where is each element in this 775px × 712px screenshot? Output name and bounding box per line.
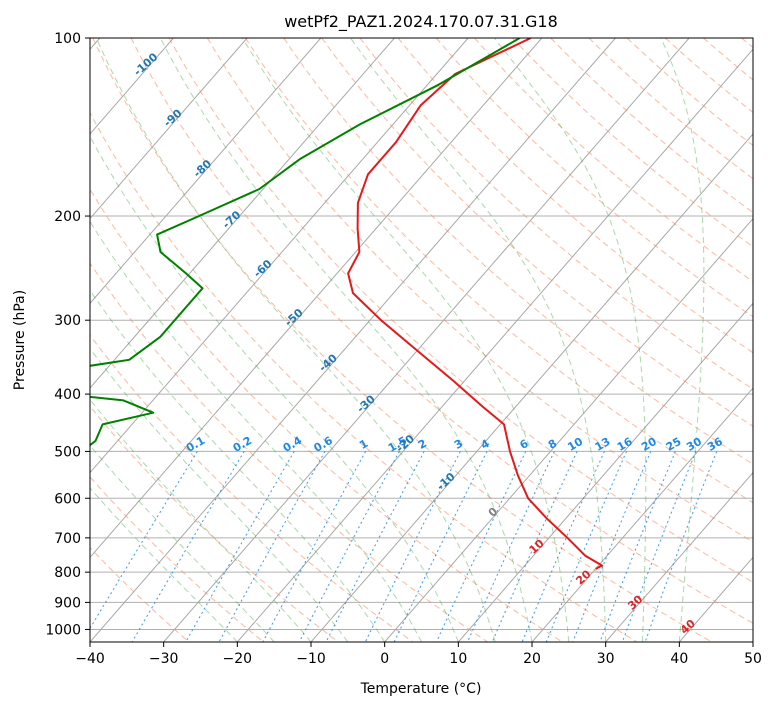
dry-adiabat-line [589,38,775,642]
dry-adiabat-line [742,38,775,642]
mixing-ratio-label: 2 [416,437,429,452]
dry-adiabat-line [93,38,712,642]
isotherm-line [0,38,247,642]
mixing-ratio-line [219,451,325,642]
isotherm-line [753,38,775,642]
moist-adiabat-line [661,38,704,642]
x-tick-label: 20 [523,651,541,667]
mixing-ratio-label: 4 [479,437,492,452]
y-tick-label: 300 [54,313,81,329]
isotherm-label: 10 [527,537,547,557]
y-tick-label: 500 [54,444,81,460]
y-axis-label: Pressure (hPa) [12,290,28,390]
y-tick-label: 700 [54,531,81,547]
x-tick-label: −20 [223,651,253,667]
dry-adiabat-line [360,38,775,642]
y-tick-label: 400 [54,387,81,403]
isotherm-label: -60 [251,257,275,280]
dry-adiabat-line [551,38,775,642]
x-tick-label: −30 [149,651,179,667]
moist-adiabat-line [0,38,237,642]
isotherm-label: -70 [220,208,244,231]
y-tick-label: 800 [54,565,81,581]
temperature-line [348,38,602,569]
isotherm-line [679,38,775,642]
mixing-ratio-line [263,451,366,642]
y-tick-label: 600 [54,491,81,507]
mixing-ratio-line [299,451,399,642]
dry-adiabat-line [703,38,775,642]
mixing-ratio-line [645,451,717,642]
dry-adiabat-line [398,38,775,642]
x-tick-label: 10 [449,651,467,667]
moist-adiabat-line [160,38,532,642]
plot-frame [90,38,753,642]
mixing-ratio-line [573,451,651,642]
isotherm-label: 20 [573,567,593,587]
y-tick-label: 1000 [45,622,81,638]
isotherm-label: -40 [316,351,340,374]
axes: −40 −30 −20 −10 0 10 20 30 40 50 100 200 300 400 500 60… [45,31,762,667]
x-tick-label: −40 [75,651,105,667]
x-tick-label: 40 [670,651,688,667]
dry-adiabat-line [513,38,775,642]
isotherm-label: -80 [191,157,215,180]
isotherm-line [0,38,468,642]
x-tick-label: 50 [744,651,762,667]
isotherm-line [606,38,775,642]
y-tick-label: 200 [54,209,81,225]
isotherm-line [458,38,775,642]
dry-adiabat-line [474,38,775,642]
dry-adiabat-line [665,38,775,642]
isotherm-line [532,38,775,642]
isotherm-label: -10 [434,470,458,493]
moist-adiabat-line [45,38,458,642]
mixing-ratio-label: 3 [452,437,465,452]
mixing-ratio-line [622,451,696,642]
chart-title: wetPf2_PAZ1.2024.170.07.31.G18 [284,12,558,32]
x-tick-label: 30 [597,651,615,667]
y-tick-label: 900 [54,595,81,611]
dry-adiabat-line [55,38,637,642]
mixing-ratio-line [186,451,294,642]
dry-adiabat-line [436,38,775,642]
y-tick-label: 100 [54,31,81,47]
moist-adiabat-line [3,38,422,642]
isotherm-line [0,38,394,642]
isotherm-label: 30 [625,592,645,612]
moist-adiabat-line [0,38,385,642]
x-tick-label: −10 [296,651,326,667]
background-lines [0,38,775,642]
isotherm-label: -50 [282,306,306,329]
moist-adiabat-line [494,38,646,642]
isotherm-line [311,38,775,642]
isotherm-label: -100 [131,50,160,78]
x-tick-label: 0 [380,651,389,667]
x-axis-label: Temperature (°C) [360,681,482,697]
moist-adiabat-line [0,38,274,642]
isotherm-label: -30 [354,392,378,415]
